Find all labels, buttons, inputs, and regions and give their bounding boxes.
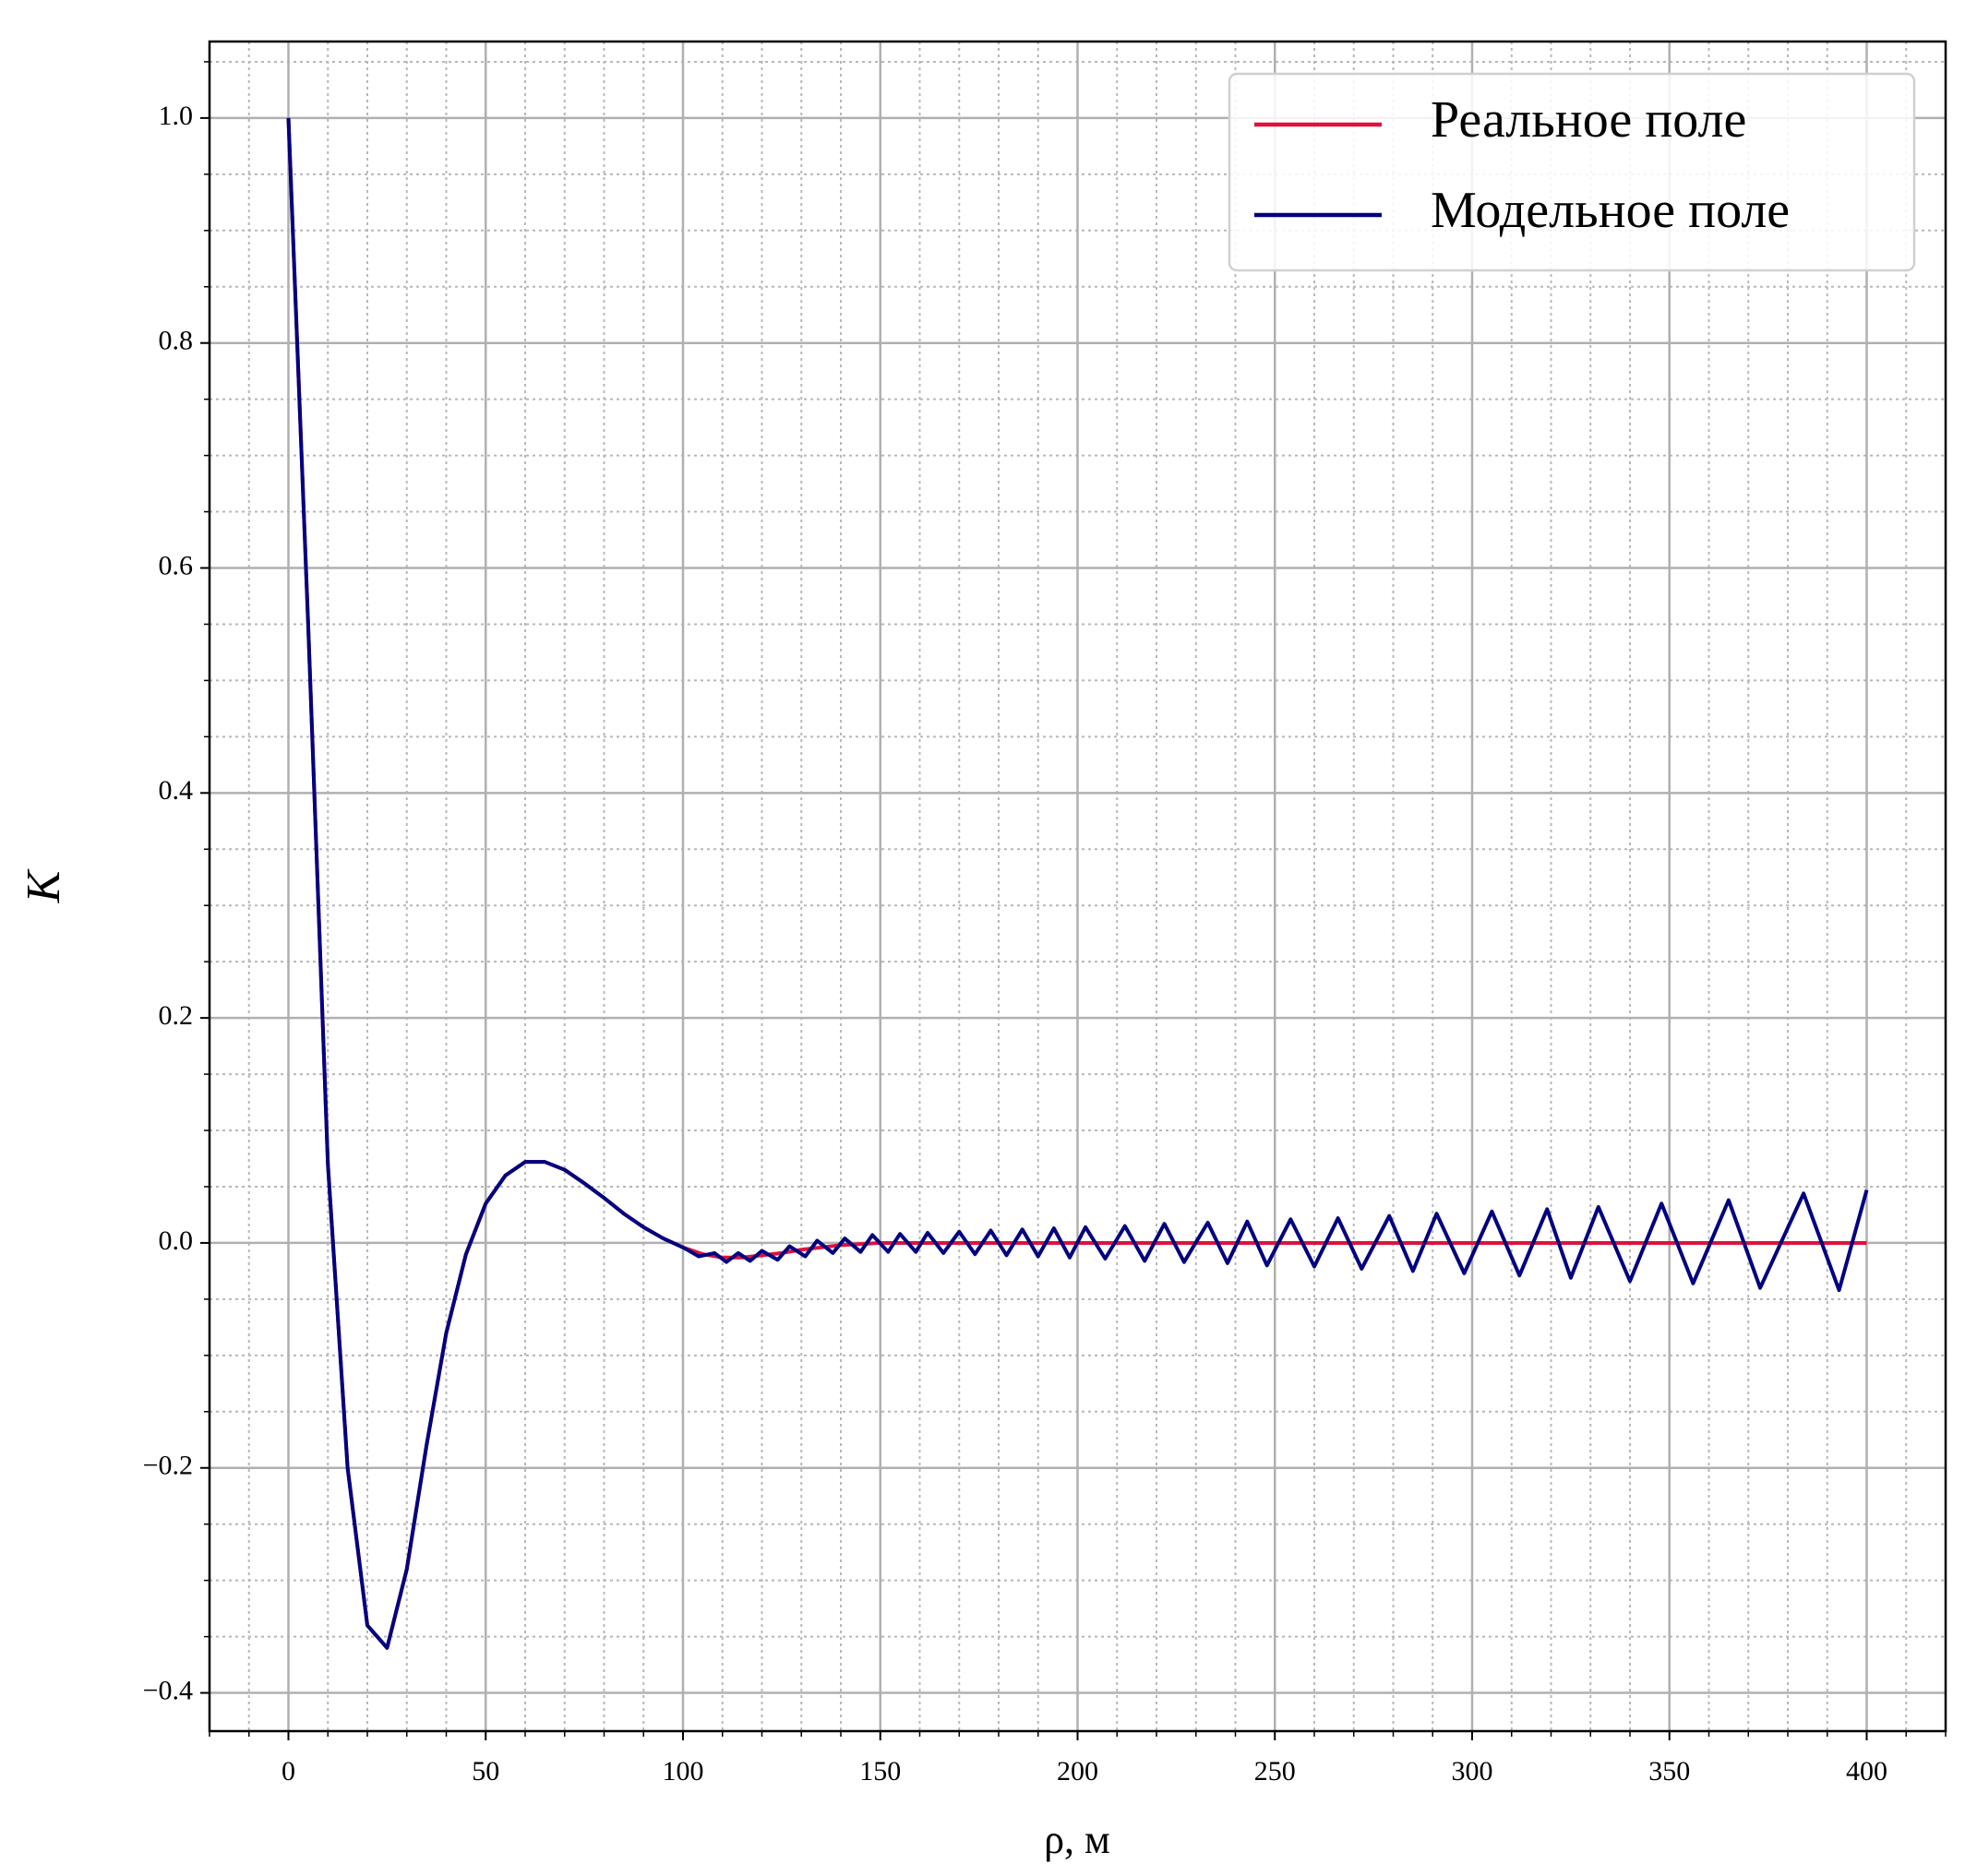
y-tick-label: −0.2 — [143, 1451, 193, 1481]
axes-frame — [208, 40, 1947, 1733]
legend-box — [1228, 72, 1916, 272]
y-axis-label: K — [18, 868, 70, 903]
x-tick-label: 100 — [663, 1756, 704, 1786]
y-tick-label: 1.0 — [159, 101, 194, 131]
y-tick-label: 0.0 — [159, 1225, 194, 1256]
y-tick-label: −0.4 — [143, 1675, 193, 1705]
y-tick-label: 0.4 — [159, 775, 194, 806]
x-tick-label: 50 — [472, 1756, 499, 1786]
x-tick-label: 150 — [859, 1756, 901, 1786]
legend-label: Реальное поле — [1431, 91, 1746, 149]
x-tick-label: 200 — [1057, 1756, 1098, 1786]
line-series — [286, 117, 1869, 1650]
x-tick-label: 0 — [282, 1756, 295, 1786]
x-tick-label: 250 — [1254, 1756, 1296, 1786]
x-axis-label: ρ, м — [1044, 1817, 1110, 1862]
x-tick-label: 400 — [1846, 1756, 1887, 1786]
legend-label: Модельное поле — [1431, 182, 1790, 239]
x-tick-label: 350 — [1648, 1756, 1690, 1786]
x-tick-label: 300 — [1452, 1756, 1493, 1786]
legend: Реальное поле Модельное поле — [1228, 72, 1916, 272]
y-tick-label: 0.6 — [159, 550, 194, 580]
y-tick-label: 0.8 — [159, 326, 194, 356]
y-tick-label: 0.2 — [159, 1000, 194, 1031]
